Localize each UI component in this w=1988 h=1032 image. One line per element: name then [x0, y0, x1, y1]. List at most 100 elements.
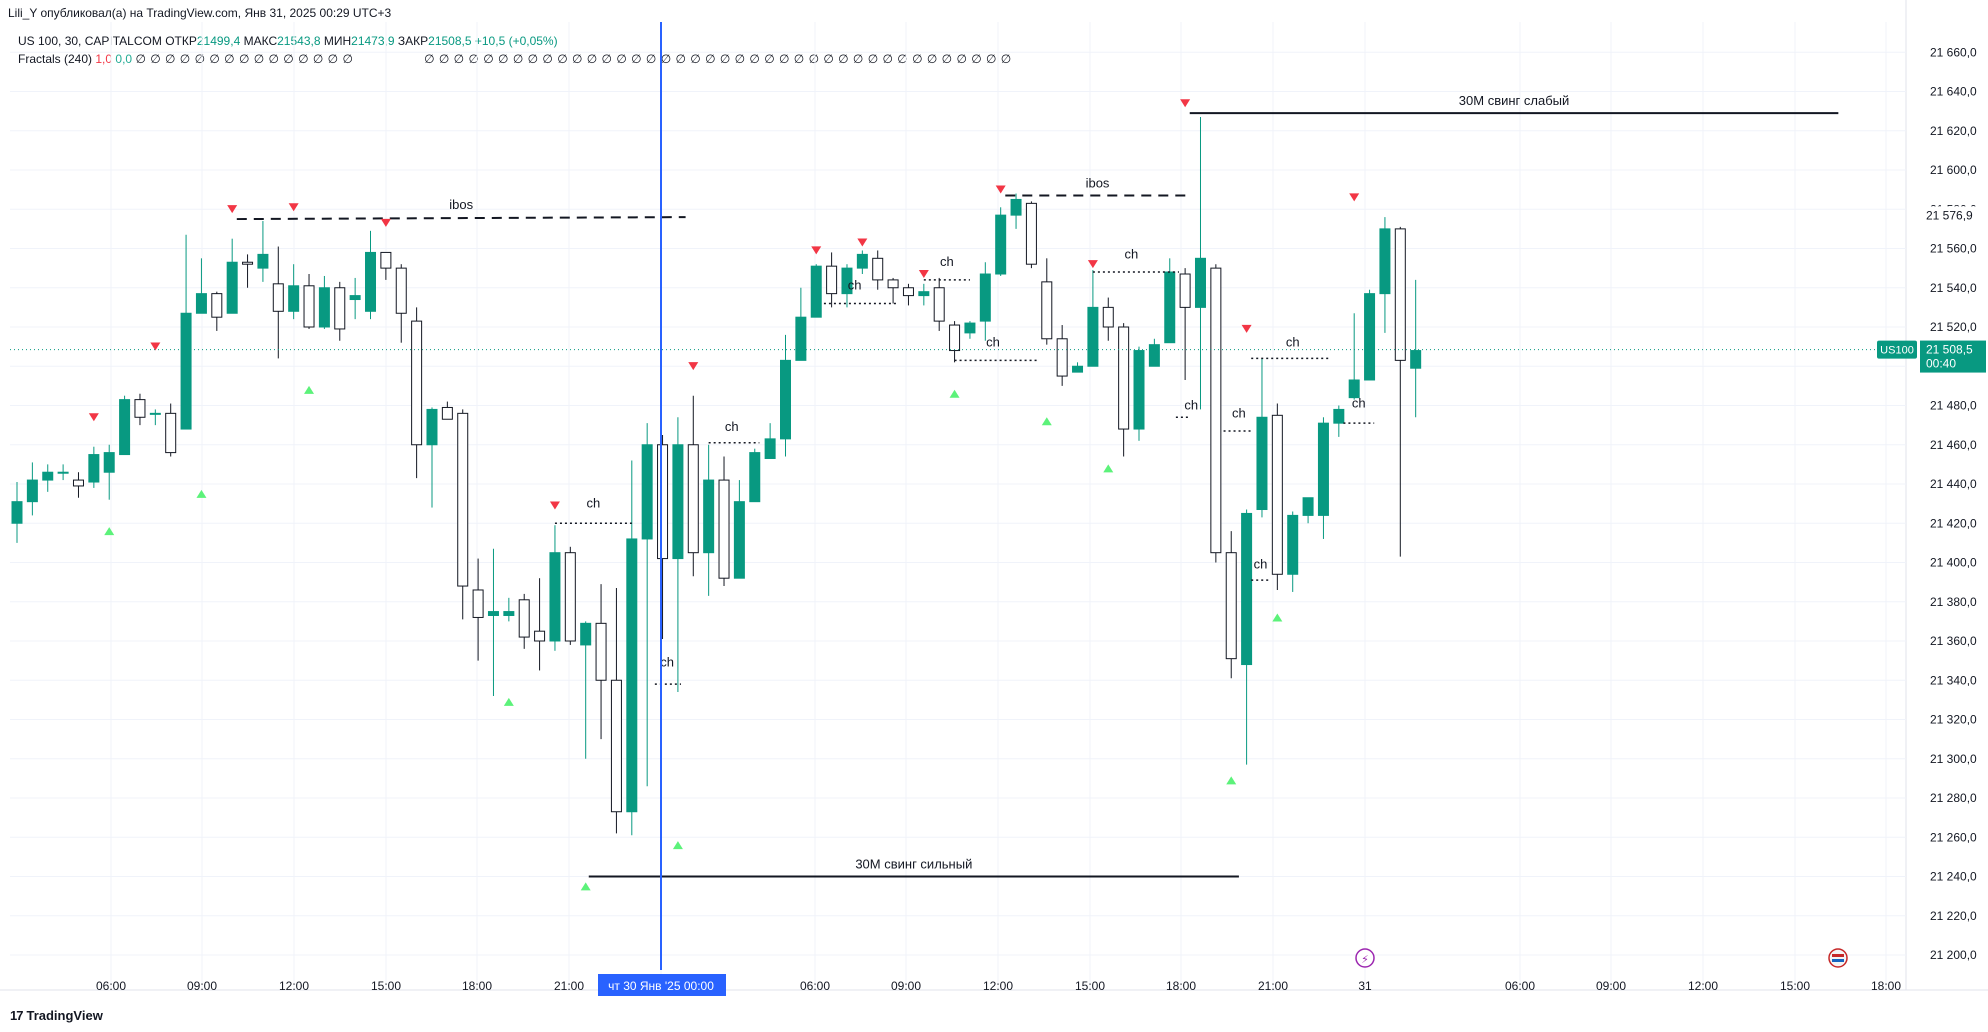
- candle-up: [119, 395, 131, 456]
- candle-down: [887, 277, 899, 304]
- candle-body: [703, 479, 715, 554]
- x-tick-label: 09:00: [1596, 979, 1626, 993]
- indicator-value-1: 1,0: [95, 52, 113, 66]
- annotation-label: ch: [1124, 246, 1138, 261]
- candle-body: [1164, 271, 1176, 344]
- x-tick-label: 06:00: [800, 979, 830, 993]
- candle-up: [1379, 217, 1391, 333]
- x-tick-label: 09:00: [187, 979, 217, 993]
- candle-body: [795, 316, 807, 361]
- bar-countdown: 00:40: [1926, 357, 1956, 371]
- axis-icons[interactable]: ⚡: [1355, 948, 1848, 968]
- candle-up: [365, 230, 377, 320]
- annotation-label: ch: [1254, 556, 1268, 571]
- candle-up: [1333, 405, 1345, 437]
- candle-down: [472, 558, 484, 661]
- y-tick-label: 21 540,0: [1930, 281, 1977, 295]
- price-axis[interactable]: 21 200,0 21 220,0 21 240,0 21 260,0 21 280,0…: [1930, 45, 1977, 962]
- fractal-up-marker: [1272, 613, 1283, 622]
- candle-up: [103, 444, 115, 500]
- candle-up: [626, 460, 638, 836]
- candle-up: [841, 264, 853, 308]
- annotation-label: ibos: [1086, 176, 1110, 191]
- candle-up: [1410, 279, 1422, 418]
- x-tick-label: 21:00: [554, 979, 584, 993]
- brand-name: TradingView: [26, 1008, 103, 1023]
- candle-up: [288, 264, 300, 320]
- annotation-label: ch: [725, 419, 739, 434]
- candle-up: [979, 262, 991, 341]
- candle-body: [57, 471, 69, 474]
- candle-body: [718, 479, 730, 579]
- y-tick-label: 21 260,0: [1930, 830, 1977, 844]
- y-tick-label: 21 600,0: [1930, 163, 1977, 177]
- candle-body: [318, 287, 330, 328]
- y-tick-label: 21 420,0: [1930, 516, 1977, 530]
- symbol-legend[interactable]: US 100, 30, CAPITALCOM ОТКР21499,4 МАКС2…: [18, 34, 558, 48]
- y-tick-label: 21 460,0: [1930, 438, 1977, 452]
- candle-down: [211, 291, 223, 331]
- candle-up: [580, 621, 592, 759]
- y-tick-label: 21 660,0: [1930, 45, 1977, 59]
- candle-body: [995, 214, 1007, 275]
- hover-price-tag: [1920, 206, 1986, 225]
- candle-down: [657, 434, 669, 640]
- low-value: 21473,9: [351, 34, 395, 48]
- candle-up: [918, 283, 930, 306]
- tradingview-brand[interactable]: 17 TradingView: [10, 1008, 103, 1023]
- candle-body: [503, 611, 515, 616]
- candle-body: [1348, 379, 1360, 399]
- hover-price-value: 21 576,9: [1926, 208, 1973, 222]
- candle-down: [933, 277, 945, 331]
- candle-body: [72, 479, 84, 487]
- time-axis[interactable]: 06:00 09:00 12:00 15:00 18:00 21:00 06:00 09:00…: [96, 979, 1901, 993]
- annotation-label: ch: [940, 254, 954, 269]
- x-tick-label: 06:00: [1505, 979, 1535, 993]
- close-value: 21508,5: [428, 34, 472, 48]
- candle-body: [180, 312, 192, 430]
- candle-down: [303, 274, 315, 329]
- x-tick-label: 12:00: [1688, 979, 1718, 993]
- fractal-up-marker: [1103, 464, 1114, 473]
- fractal-up-marker: [196, 489, 207, 498]
- candle-body: [672, 444, 684, 560]
- candle-body: [1225, 552, 1237, 660]
- candle-body: [1148, 344, 1160, 367]
- candle-body: [349, 295, 361, 301]
- candle-body: [1379, 228, 1391, 295]
- candle-body: [1410, 350, 1422, 369]
- annotation-line-dashed: [236, 216, 686, 221]
- candle-body: [687, 444, 699, 554]
- candle-up: [1302, 497, 1314, 524]
- x-tick-label: 18:00: [462, 979, 492, 993]
- indicator-legend[interactable]: Fractals (240) 1,0 0,0 ∅ ∅ ∅ ∅ ∅ ∅ ∅ ∅ ∅…: [18, 52, 1012, 66]
- us-flag-icon: [1828, 948, 1848, 968]
- candle-up: [1133, 346, 1145, 441]
- indicator-value-2: 0,0: [115, 52, 133, 66]
- candle-body: [487, 611, 499, 616]
- candle-body: [764, 438, 776, 459]
- candle-up: [733, 480, 745, 579]
- candle-up: [88, 446, 100, 488]
- candle-down: [826, 252, 838, 308]
- candle-body: [1041, 281, 1053, 340]
- fractal-down-marker: [1349, 193, 1360, 202]
- candle-body: [949, 324, 961, 352]
- candle-body: [226, 261, 238, 314]
- y-tick-label: 21 200,0: [1930, 948, 1977, 962]
- y-tick-label: 21 340,0: [1930, 673, 1977, 687]
- candle-body: [564, 552, 576, 642]
- candle-down: [242, 254, 254, 288]
- x-tick-label: 12:00: [279, 979, 309, 993]
- indicator-name: Fractals (240): [18, 52, 93, 66]
- fractal-down-marker: [380, 218, 391, 227]
- fractal-up-marker: [672, 841, 683, 850]
- candle-down: [1025, 201, 1037, 269]
- candle-body: [918, 291, 930, 297]
- candle-body: [242, 261, 254, 265]
- candle-down: [1225, 531, 1237, 679]
- candle-body: [288, 285, 300, 312]
- fractal-down-marker: [288, 203, 299, 212]
- candle-down: [564, 546, 576, 645]
